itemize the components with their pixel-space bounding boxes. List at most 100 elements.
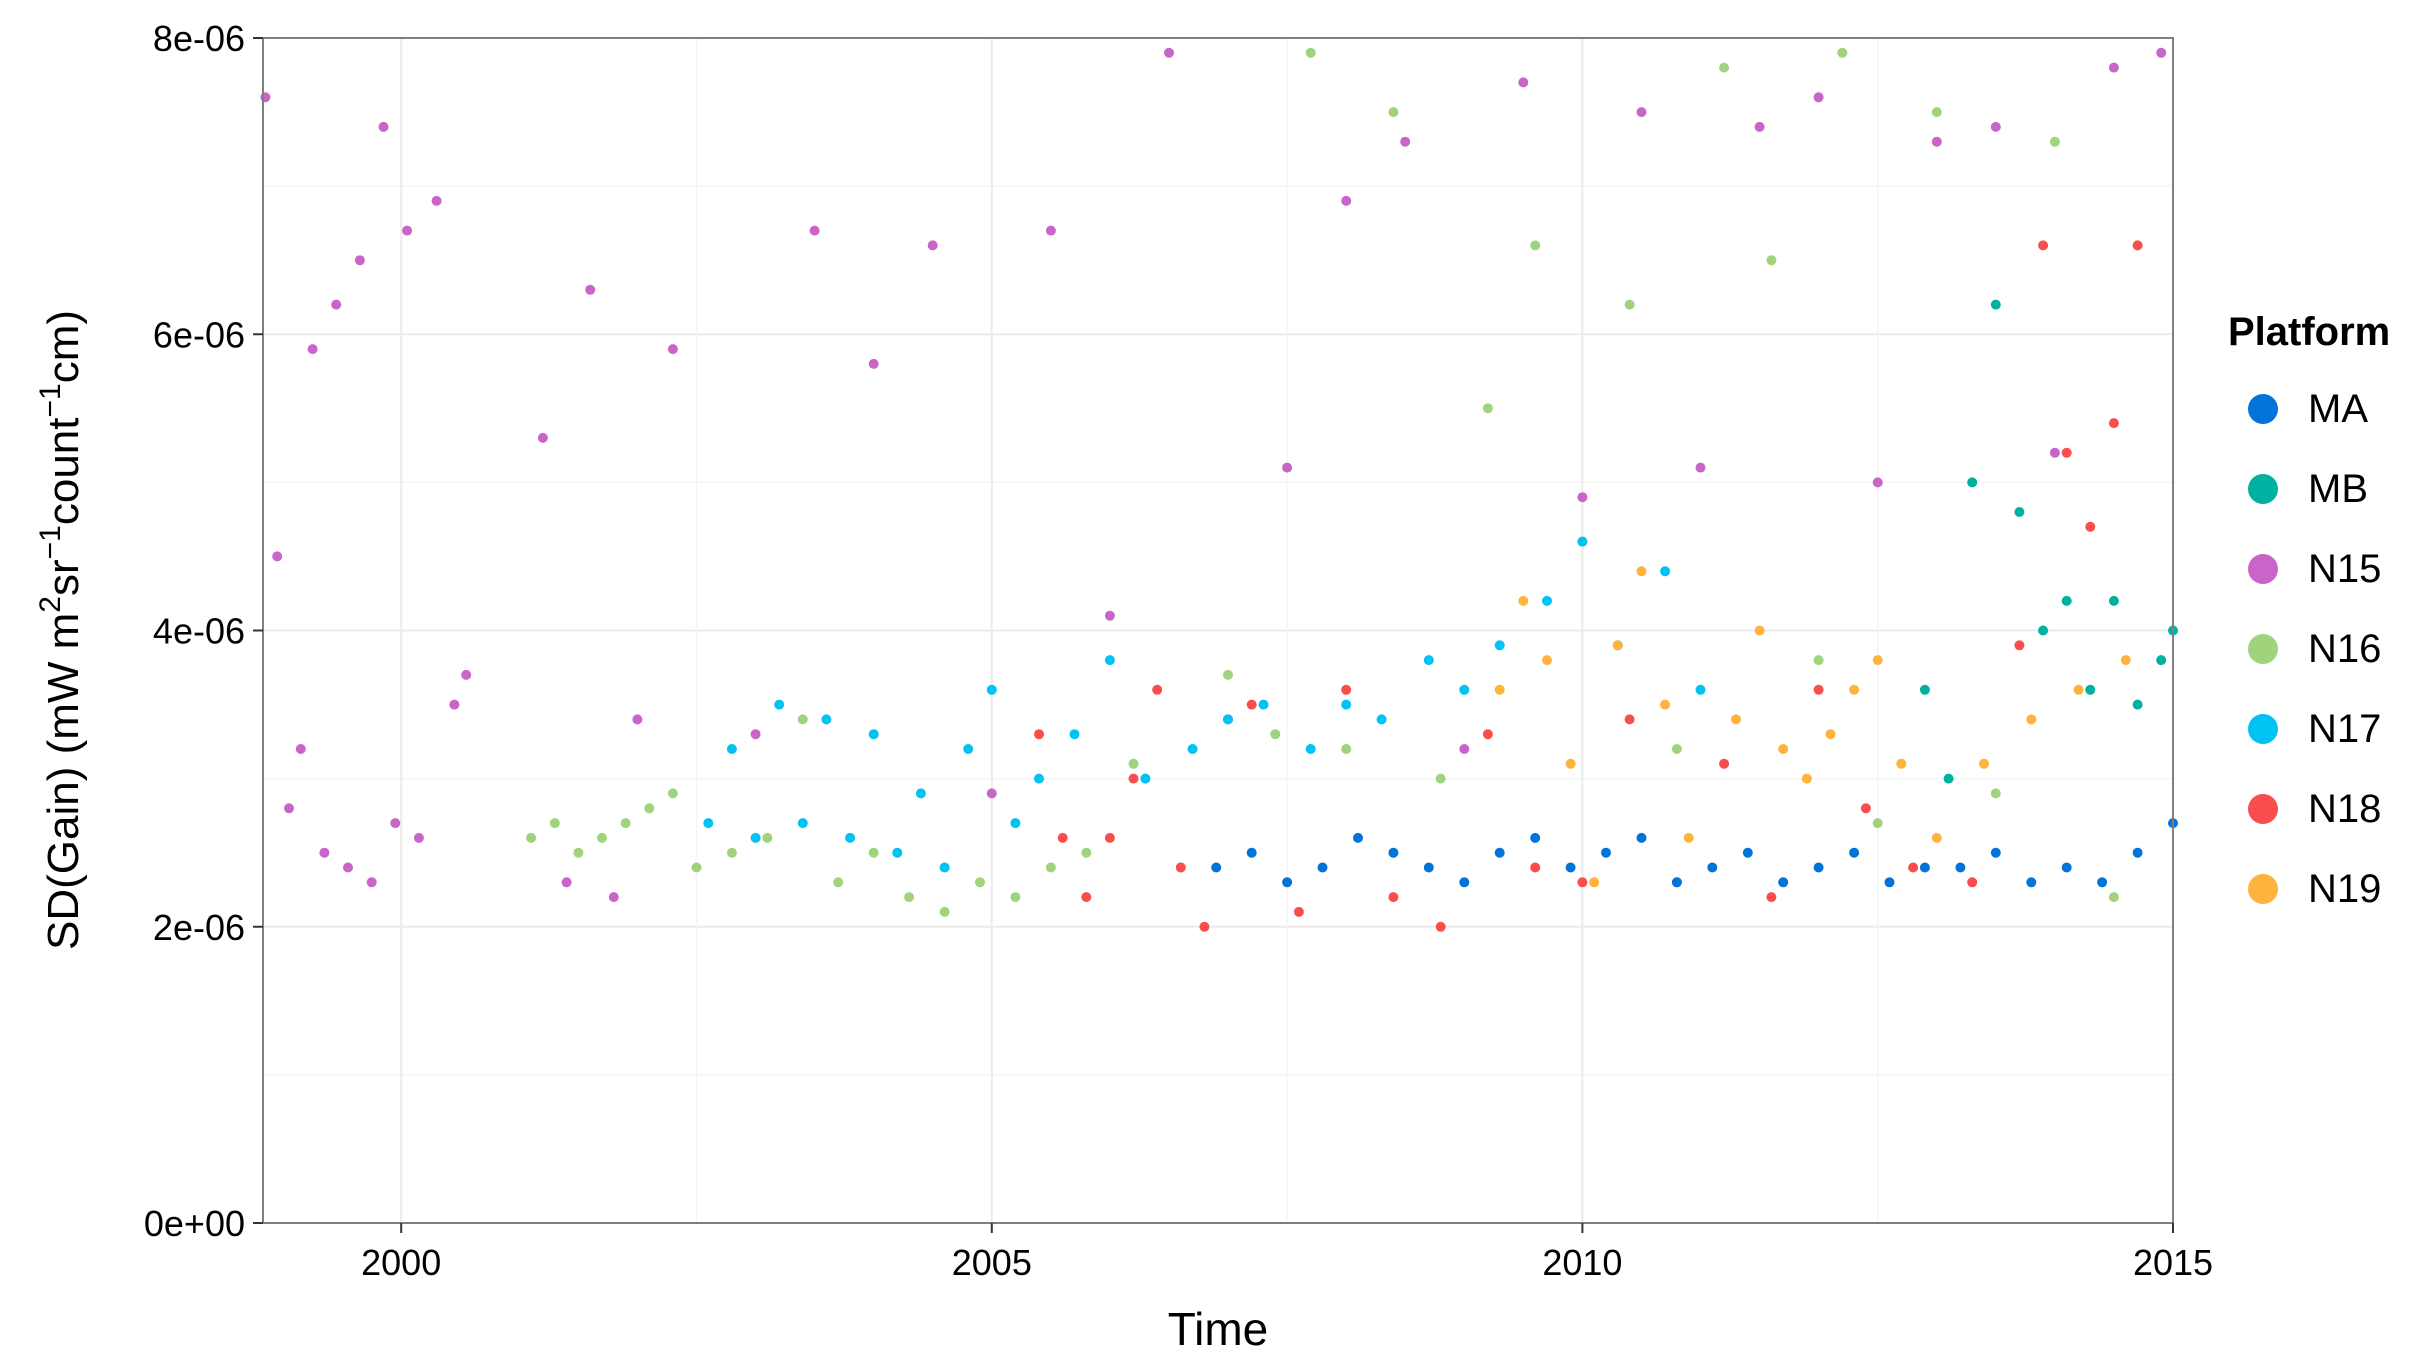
data-point <box>1919 684 1930 695</box>
series-ma <box>1211 818 2178 888</box>
data-point <box>1010 818 1021 829</box>
data-point <box>1459 684 1470 695</box>
data-point <box>2026 714 2037 725</box>
x-tick-label: 2000 <box>361 1242 441 1283</box>
data-point <box>1754 121 1765 132</box>
axes: 0e+00 2e-06 4e-06 6e-06 8e-06 2000 2005 2010 201… <box>144 18 2213 1283</box>
data-point <box>986 788 997 799</box>
data-point <box>1104 832 1115 843</box>
data-point <box>2038 625 2049 636</box>
data-point <box>1542 655 1552 666</box>
data-point <box>2014 640 2025 651</box>
y-tick-label: 4e-06 <box>153 611 245 652</box>
data-point <box>1837 47 1848 58</box>
data-point <box>1246 699 1257 710</box>
data-point <box>402 225 413 236</box>
data-point <box>331 299 342 310</box>
legend-key <box>2248 554 2278 584</box>
data-point <box>1282 877 1293 888</box>
data-point <box>1388 892 1399 903</box>
data-point <box>1990 121 2001 132</box>
data-point <box>726 847 737 858</box>
data-point <box>1601 847 1611 858</box>
data-point <box>1494 684 1505 695</box>
data-point <box>809 225 820 236</box>
y-tick-label: 6e-06 <box>153 314 245 355</box>
data-point <box>1494 847 1505 858</box>
legend-item: MA <box>2228 369 2424 449</box>
data-point <box>1305 47 1316 58</box>
legend-item: N15 <box>2228 529 2424 609</box>
data-point <box>1801 773 1812 784</box>
data-point <box>632 714 643 725</box>
data-point <box>1081 892 1092 903</box>
series-n19 <box>1494 566 2131 888</box>
data-point <box>2132 847 2143 858</box>
data-point <box>1967 477 1978 488</box>
legend-key <box>2248 394 2278 424</box>
data-point <box>1104 655 1115 666</box>
data-point <box>1908 862 1919 873</box>
y-tick-label: 0e+00 <box>144 1203 245 1244</box>
data-point <box>1979 758 1989 769</box>
data-point <box>2061 862 2072 873</box>
data-point <box>2108 892 2119 903</box>
data-point <box>2097 877 2108 888</box>
data-point <box>963 744 974 754</box>
series-n18 <box>1034 240 2143 932</box>
legend-key <box>2248 634 2278 664</box>
series-n17 <box>703 536 1706 873</box>
data-point <box>2026 877 2037 888</box>
data-point <box>1931 107 1942 118</box>
data-point <box>2049 136 2060 147</box>
legend-label: MA <box>2308 386 2368 431</box>
data-point <box>750 832 761 843</box>
data-point <box>1624 714 1635 725</box>
data-point <box>1246 847 1257 858</box>
legend-label: N17 <box>2308 706 2382 751</box>
data-point <box>927 240 938 251</box>
data-point <box>1530 832 1541 843</box>
x-axis-label: Time <box>1168 1303 1269 1355</box>
data-point <box>390 818 401 829</box>
data-point <box>561 877 572 888</box>
data-point <box>2132 240 2143 251</box>
data-point <box>1577 492 1588 503</box>
data-point <box>667 788 678 799</box>
data-point <box>1707 862 1718 873</box>
data-point <box>2049 447 2060 458</box>
data-point <box>319 847 330 858</box>
data-point <box>939 862 950 873</box>
data-point <box>1459 877 1470 888</box>
data-point <box>1731 714 1741 725</box>
data-point <box>1695 462 1706 473</box>
data-point <box>1010 892 1021 903</box>
data-point <box>1341 195 1352 206</box>
data-point <box>1152 684 1163 695</box>
data-point <box>1034 773 1044 784</box>
data-point <box>295 744 306 754</box>
data-point <box>1128 758 1139 769</box>
data-point <box>1589 877 1600 888</box>
data-point <box>1542 595 1552 606</box>
legend-item: N16 <box>2228 609 2424 689</box>
data-point <box>608 892 619 903</box>
data-point <box>1482 403 1493 414</box>
x-tick-label: 2005 <box>952 1242 1032 1283</box>
data-point <box>1400 136 1411 147</box>
data-point <box>833 877 844 888</box>
data-point <box>1813 655 1824 666</box>
data-point <box>1069 729 1080 740</box>
data-point <box>1919 862 1930 873</box>
data-point <box>2085 684 2096 695</box>
data-point <box>1778 877 1789 888</box>
data-point <box>1175 862 1186 873</box>
data-point <box>1943 773 1954 784</box>
data-point <box>1813 684 1824 695</box>
data-point <box>1849 684 1860 695</box>
data-point <box>1884 877 1895 888</box>
data-point <box>1223 714 1233 725</box>
data-point <box>915 788 926 799</box>
data-point <box>1766 892 1777 903</box>
data-point <box>597 832 607 843</box>
